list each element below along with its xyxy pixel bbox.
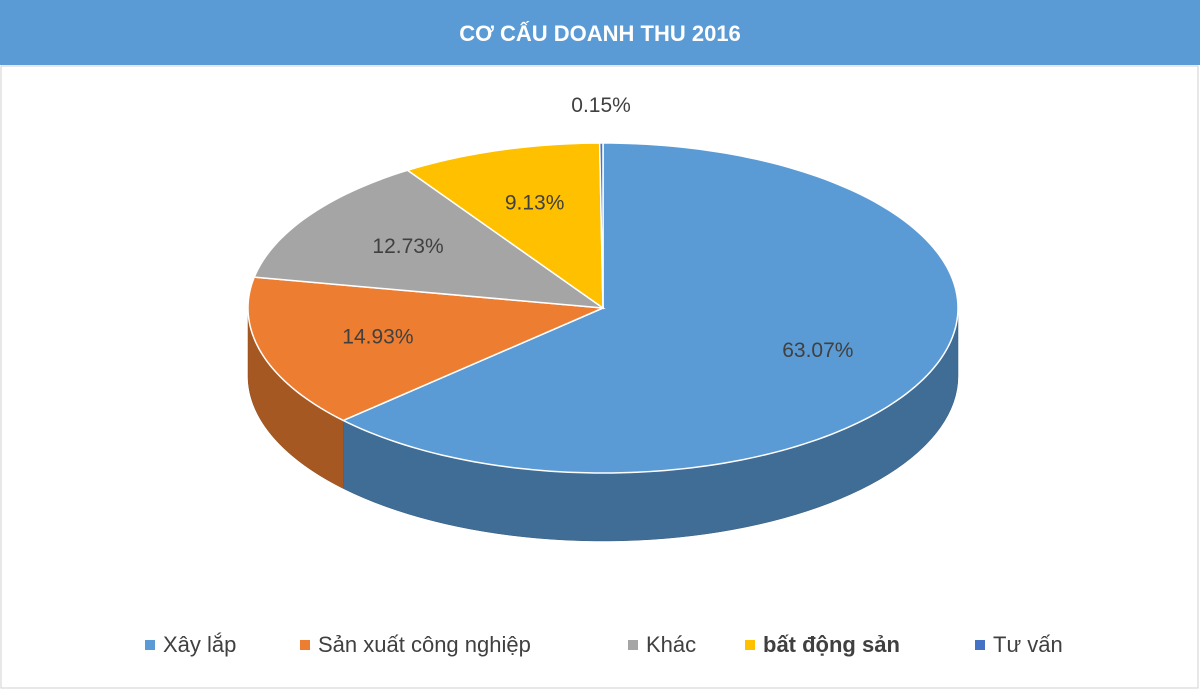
legend-swatch [975, 640, 985, 650]
plot-frame [0, 65, 1199, 689]
data-label: 14.93% [342, 326, 413, 349]
title-bar [0, 0, 1200, 65]
slice [253, 169, 606, 309]
legend-swatch [300, 640, 310, 650]
slice [341, 142, 959, 474]
legend-swatch [628, 640, 638, 650]
legend-label: Xây lắp [163, 632, 236, 657]
legend-swatch [745, 640, 755, 650]
legend-swatch [145, 640, 155, 650]
legend-label: bất động sản [763, 632, 900, 657]
chart-title: CƠ CẤU DOANH THU 2016 [459, 21, 741, 46]
legend-label: Sản xuất công nghiệp [318, 632, 531, 657]
data-label: 0.15% [571, 94, 631, 117]
slice [405, 142, 604, 310]
slice [598, 142, 604, 309]
slice [247, 276, 604, 422]
data-label: 12.73% [372, 235, 443, 258]
data-label: 63.07% [782, 339, 853, 362]
legend-label: Tư vấn [993, 632, 1063, 657]
data-label: 9.13% [505, 191, 565, 214]
legend-label: Khác [646, 632, 696, 657]
